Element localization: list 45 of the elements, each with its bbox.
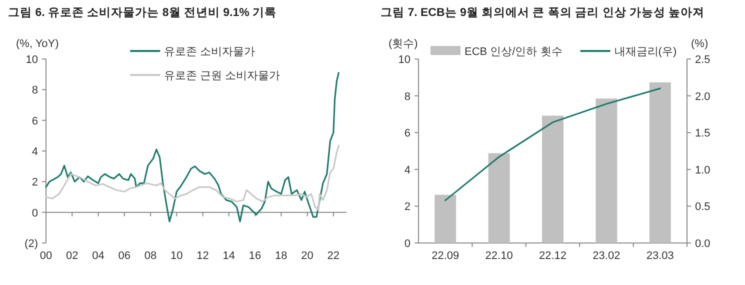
y-tick-label: 8 [32, 84, 38, 97]
x-tick-label: 10 [170, 250, 183, 262]
legend-label: 유로존 근원 소비자물가 [164, 70, 280, 82]
y-tick-label: 4 [32, 146, 38, 158]
x-tick-label: 04 [92, 250, 104, 262]
y-tick-label: 6 [404, 128, 410, 140]
x-tick-label: 23.03 [646, 250, 674, 262]
x-tick-label: 16 [248, 250, 262, 262]
y2-tick-label: 0.5 [695, 201, 710, 214]
y2-axis-title: (%) [691, 38, 708, 50]
x-tick-label: 22 [327, 250, 340, 262]
x-tick-label: 12 [196, 250, 209, 262]
y2-tick-label: 2.0 [695, 90, 710, 103]
x-tick-label: 06 [118, 250, 131, 262]
y-tick-label: 0 [32, 207, 38, 220]
x-tick-label: 08 [144, 250, 157, 262]
y-axis-title: (횟수) [388, 38, 418, 50]
chart-title: 그림 7. ECB는 9월 회의에서 큰 폭의 금리 인상 가능성 높아져 [380, 6, 705, 19]
y-tick-label: 10 [26, 54, 38, 66]
x-tick-label: 00 [40, 250, 52, 262]
x-tick-label: 02 [66, 250, 78, 262]
y-tick-label: 4 [404, 164, 410, 176]
y-tick-label: 0 [404, 238, 410, 250]
legend-label: ECB 인상/인하 횟수 [464, 46, 562, 58]
y2-tick-label: 0.0 [695, 238, 710, 250]
x-tick-label: 23.02 [592, 250, 620, 262]
legend-label: 유로존 소비자물가 [164, 46, 256, 58]
x-tick-label: 22.10 [485, 250, 513, 262]
y-tick-label: 6 [32, 115, 38, 128]
x-tick-label: 22.12 [538, 250, 567, 262]
x-tick-label: 18 [275, 250, 288, 262]
y2-tick-label: 2.5 [695, 54, 710, 66]
y-tick-label: 10 [398, 54, 410, 66]
y2-tick-label: 1.0 [695, 164, 710, 176]
y-tick-label: (2) [24, 238, 38, 250]
legend-label: 내재금리(우) [614, 46, 677, 58]
y-tick-label: 8 [404, 90, 410, 103]
chart-title: 그림 6. 유로존 소비자물가는 8월 전년비 9.1% 기록 [8, 6, 277, 19]
x-tick-label: 14 [222, 250, 236, 262]
y-axis-title: (%, YoY) [16, 38, 59, 50]
y2-tick-label: 1.5 [695, 128, 710, 140]
y-tick-label: 2 [404, 201, 410, 214]
x-tick-label: 20 [301, 250, 314, 262]
y-tick-label: 2 [32, 176, 38, 189]
x-tick-label: 22.09 [432, 250, 460, 262]
